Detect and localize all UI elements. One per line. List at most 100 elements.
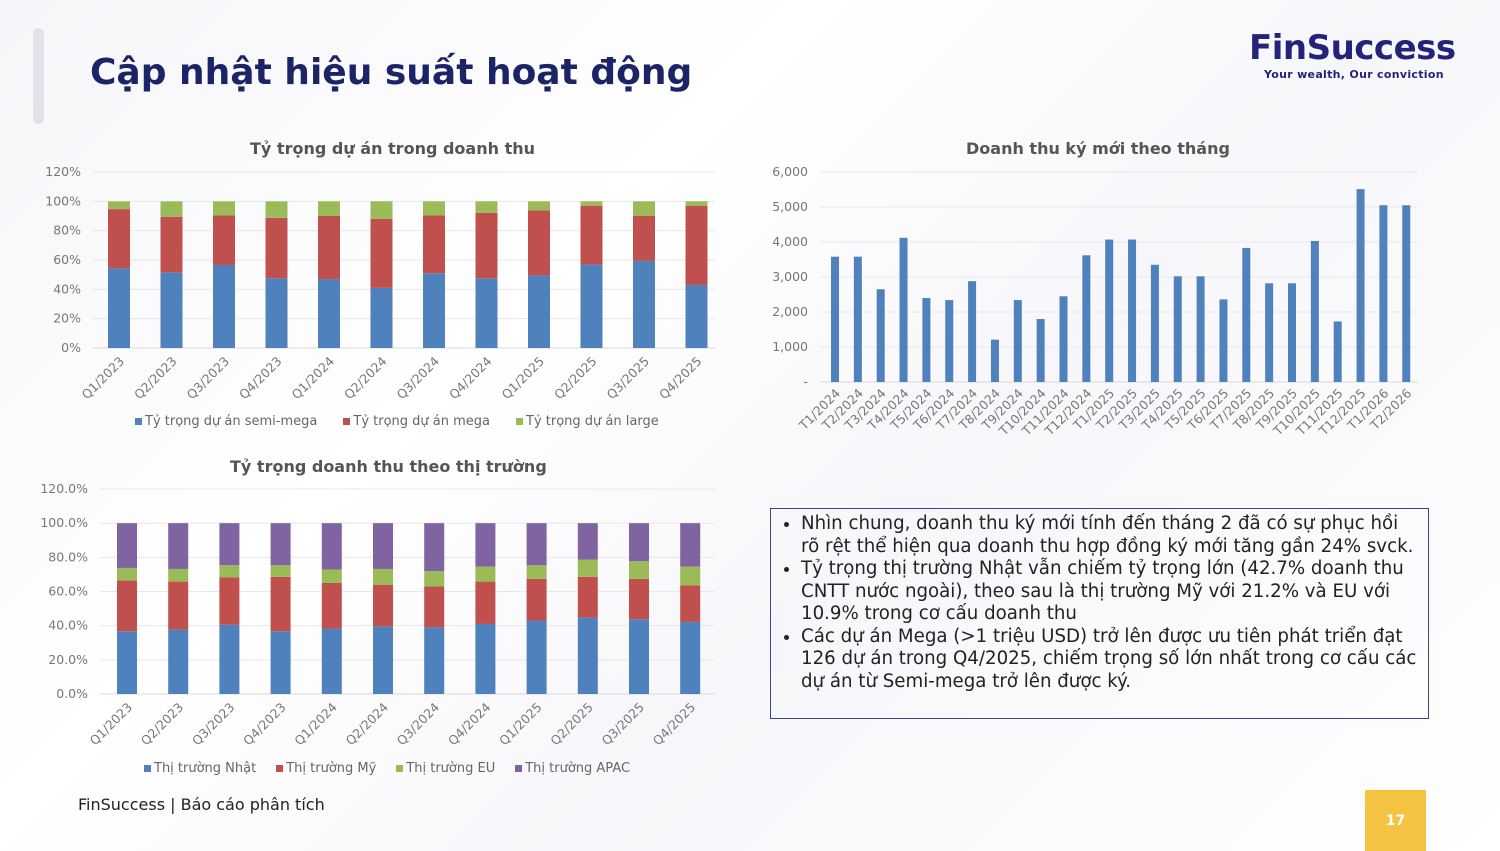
bar bbox=[1036, 319, 1045, 382]
y-tick-label: 40% bbox=[53, 281, 81, 296]
page-title: Cập nhật hiệu suất hoạt động bbox=[90, 52, 693, 93]
bar-segment-t-tr-ng-d-n-semi-mega bbox=[528, 275, 550, 348]
x-tick-label: Q2/2024 bbox=[341, 353, 390, 402]
y-tick-label: 40.0% bbox=[48, 618, 88, 633]
x-tick-label: Q1/2025 bbox=[496, 700, 545, 749]
bar-segment-t-tr-ng-d-n-large bbox=[108, 201, 130, 210]
bar-segment-t-tr-ng-d-n-mega bbox=[160, 216, 183, 273]
bar-segment-t-tr-ng-d-n-mega bbox=[108, 209, 130, 269]
page-number: 17 bbox=[1365, 790, 1426, 851]
bar-segment-t-tr-ng-d-n-large bbox=[213, 201, 235, 216]
bar-segment-t-tr-ng-d-n-large bbox=[370, 201, 393, 219]
legend-label: Thị trường APAC bbox=[525, 761, 631, 776]
y-tick-label: 20.0% bbox=[48, 652, 88, 667]
bar-segment-t-tr-ng-d-n-semi-mega bbox=[685, 284, 708, 348]
bar-segment-th-tr-ng-eu bbox=[680, 566, 701, 586]
bar-segment-t-tr-ng-d-n-mega bbox=[370, 218, 393, 288]
bar-segment-th-tr-ng-eu bbox=[629, 561, 649, 579]
y-tick-label: 6,000 bbox=[772, 164, 808, 179]
bar-segment-th-tr-ng-nh-t bbox=[373, 626, 393, 694]
bar-segment-th-tr-ng-m- bbox=[680, 585, 701, 622]
bar bbox=[1242, 247, 1251, 382]
bar-segment-th-tr-ng-m- bbox=[270, 576, 291, 632]
note-item: Nhìn chung, doanh thu ký mới tính đến th… bbox=[801, 513, 1418, 558]
legend-label: Tỷ trọng dự án semi-mega bbox=[145, 414, 318, 429]
bar-segment-t-tr-ng-d-n-large bbox=[160, 201, 183, 217]
y-tick-label: 1,000 bbox=[772, 339, 808, 354]
x-tick-label: Q3/2025 bbox=[603, 354, 652, 403]
bar-segment-t-tr-ng-d-n-mega bbox=[265, 217, 288, 279]
y-tick-label: 120% bbox=[45, 164, 81, 179]
y-tick-label: 5,000 bbox=[772, 199, 808, 214]
bar-segment-t-tr-ng-d-n-semi-mega bbox=[265, 278, 288, 348]
bar-segment-th-tr-ng-eu bbox=[321, 569, 342, 583]
y-tick-label: 0.0% bbox=[56, 686, 88, 701]
y-tick-label: 100.0% bbox=[40, 515, 88, 530]
y-tick-label: 20% bbox=[53, 311, 81, 326]
bar-segment-t-tr-ng-d-n-semi-mega bbox=[370, 287, 393, 348]
x-tick-label: Q4/2024 bbox=[446, 353, 495, 402]
x-tick-label: Q3/2023 bbox=[189, 700, 238, 749]
bar-segment-th-tr-ng-m- bbox=[219, 577, 240, 625]
bar bbox=[1288, 283, 1296, 382]
bar-segment-th-tr-ng-apac bbox=[680, 523, 701, 567]
bar-segment-th-tr-ng-apac bbox=[629, 523, 649, 562]
x-tick-label: Q2/2023 bbox=[131, 354, 180, 403]
x-tick-label: Q3/2024 bbox=[394, 699, 443, 748]
legend-item: Thị trường EU bbox=[396, 761, 495, 776]
note-item: Tỷ trọng thị trường Nhật vẫn chiếm tỷ tr… bbox=[801, 558, 1418, 626]
bar-segment-th-tr-ng-m- bbox=[577, 576, 598, 618]
y-tick-label: 100% bbox=[45, 193, 81, 208]
x-tick-label: Q1/2024 bbox=[288, 353, 337, 402]
bar-segment-t-tr-ng-d-n-large bbox=[633, 201, 655, 216]
bar-segment-t-tr-ng-d-n-large bbox=[318, 201, 340, 216]
bar-segment-th-tr-ng-nh-t bbox=[168, 629, 189, 694]
bar-segment-t-tr-ng-d-n-mega bbox=[318, 216, 340, 280]
bar-segment-t-tr-ng-d-n-mega bbox=[580, 205, 603, 265]
bar-segment-th-tr-ng-eu bbox=[270, 565, 291, 577]
bar-segment-t-tr-ng-d-n-large bbox=[580, 201, 603, 206]
bar bbox=[945, 300, 954, 382]
x-tick-label: Q4/2025 bbox=[656, 354, 705, 403]
bar bbox=[1105, 239, 1114, 382]
y-tick-label: 80.0% bbox=[48, 549, 88, 564]
x-tick-label: Q4/2023 bbox=[240, 700, 289, 749]
bar-segment-th-tr-ng-nh-t bbox=[526, 620, 547, 694]
notes-box: Nhìn chung, doanh thu ký mới tính đến th… bbox=[770, 508, 1429, 719]
legend-item: Thị trường Mỹ bbox=[276, 761, 376, 776]
bar bbox=[1059, 296, 1068, 382]
x-tick-label: Q4/2023 bbox=[236, 354, 285, 403]
bar-segment-th-tr-ng-nh-t bbox=[270, 631, 291, 694]
bar bbox=[853, 256, 862, 382]
legend-label: Thị trường Nhật bbox=[154, 761, 257, 776]
bar bbox=[1082, 255, 1091, 382]
bar-segment-th-tr-ng-eu bbox=[577, 559, 598, 577]
chart-title-monthly-revenue: Doanh thu ký mới theo tháng bbox=[966, 139, 1230, 158]
bar bbox=[1128, 239, 1137, 382]
bar bbox=[1173, 276, 1182, 382]
legend-item: Tỷ trọng dự án large bbox=[516, 414, 659, 429]
bar-segment-th-tr-ng-nh-t bbox=[424, 627, 445, 694]
bar-segment-th-tr-ng-m- bbox=[424, 586, 445, 628]
bar bbox=[1265, 283, 1274, 382]
y-tick-label: 0% bbox=[61, 340, 81, 355]
bar bbox=[1333, 321, 1342, 382]
bar-segment-th-tr-ng-nh-t bbox=[475, 623, 496, 694]
bar-segment-t-tr-ng-d-n-semi-mega bbox=[633, 260, 655, 348]
bar-segment-th-tr-ng-eu bbox=[424, 571, 445, 587]
bar-segment-th-tr-ng-m- bbox=[117, 580, 137, 632]
footer-text: FinSuccess | Báo cáo phân tích bbox=[78, 795, 325, 814]
bar-segment-th-tr-ng-m- bbox=[629, 578, 649, 620]
y-tick-label: 80% bbox=[53, 223, 81, 238]
bar-segment-th-tr-ng-eu bbox=[526, 565, 547, 579]
legend-project-share: Tỷ trọng dự án semi-mega Tỷ trọng dự án … bbox=[135, 414, 659, 429]
bar-segment-th-tr-ng-apac bbox=[475, 523, 496, 567]
bar-segment-t-tr-ng-d-n-mega bbox=[633, 216, 655, 261]
bar bbox=[1379, 205, 1388, 382]
y-tick-label: 60.0% bbox=[48, 584, 88, 599]
bar-segment-th-tr-ng-apac bbox=[219, 523, 240, 566]
bar bbox=[968, 281, 977, 382]
bar bbox=[1402, 205, 1411, 382]
legend-item: Thị trường APAC bbox=[515, 761, 630, 776]
